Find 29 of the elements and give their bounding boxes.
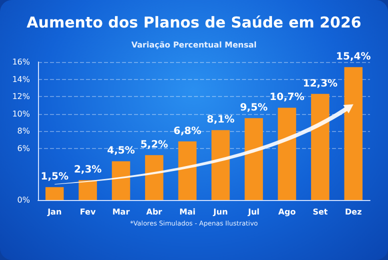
chart-subtitle: Variação Percentual Mensal [131, 40, 257, 50]
y-tick-label: 16% [12, 58, 30, 66]
y-tick-label: 0% [17, 196, 30, 204]
x-tick-label: Abr [146, 208, 162, 216]
y-tick-label: 8% [17, 126, 30, 136]
y-tick-label: 12% [12, 92, 30, 101]
data-label: 12,3% [302, 78, 338, 90]
chart-title: Aumento dos Planos de Saúde em 2026 [26, 14, 362, 32]
x-tick-label: Jul [247, 208, 260, 216]
data-label: 8,1% [206, 114, 234, 126]
x-tick-label: Mar [112, 208, 130, 216]
x-tick-label: Dez [345, 208, 362, 216]
x-tick-label: Mai [179, 208, 196, 216]
x-tick-label: Ago [278, 208, 296, 216]
data-label: 2,3% [74, 164, 102, 176]
y-tick-label: 10% [12, 109, 30, 118]
y-tick-label: 6% [17, 144, 30, 153]
y-tick-label: 14% [12, 74, 30, 84]
x-tick-label: Fev [80, 208, 96, 216]
data-label: 6,8% [174, 126, 202, 137]
x-tick-label: Set [312, 208, 328, 216]
x-tick-label: Jan [46, 208, 62, 216]
data-label: 4,5% [107, 146, 135, 157]
data-label: 15,4% [336, 52, 371, 63]
x-tick-label: Jun [212, 208, 228, 216]
data-label: 1,5% [40, 172, 68, 183]
data-label: 9,5% [240, 102, 268, 114]
data-label: 5,2% [140, 140, 168, 151]
data-label: 10,7% [270, 92, 304, 104]
